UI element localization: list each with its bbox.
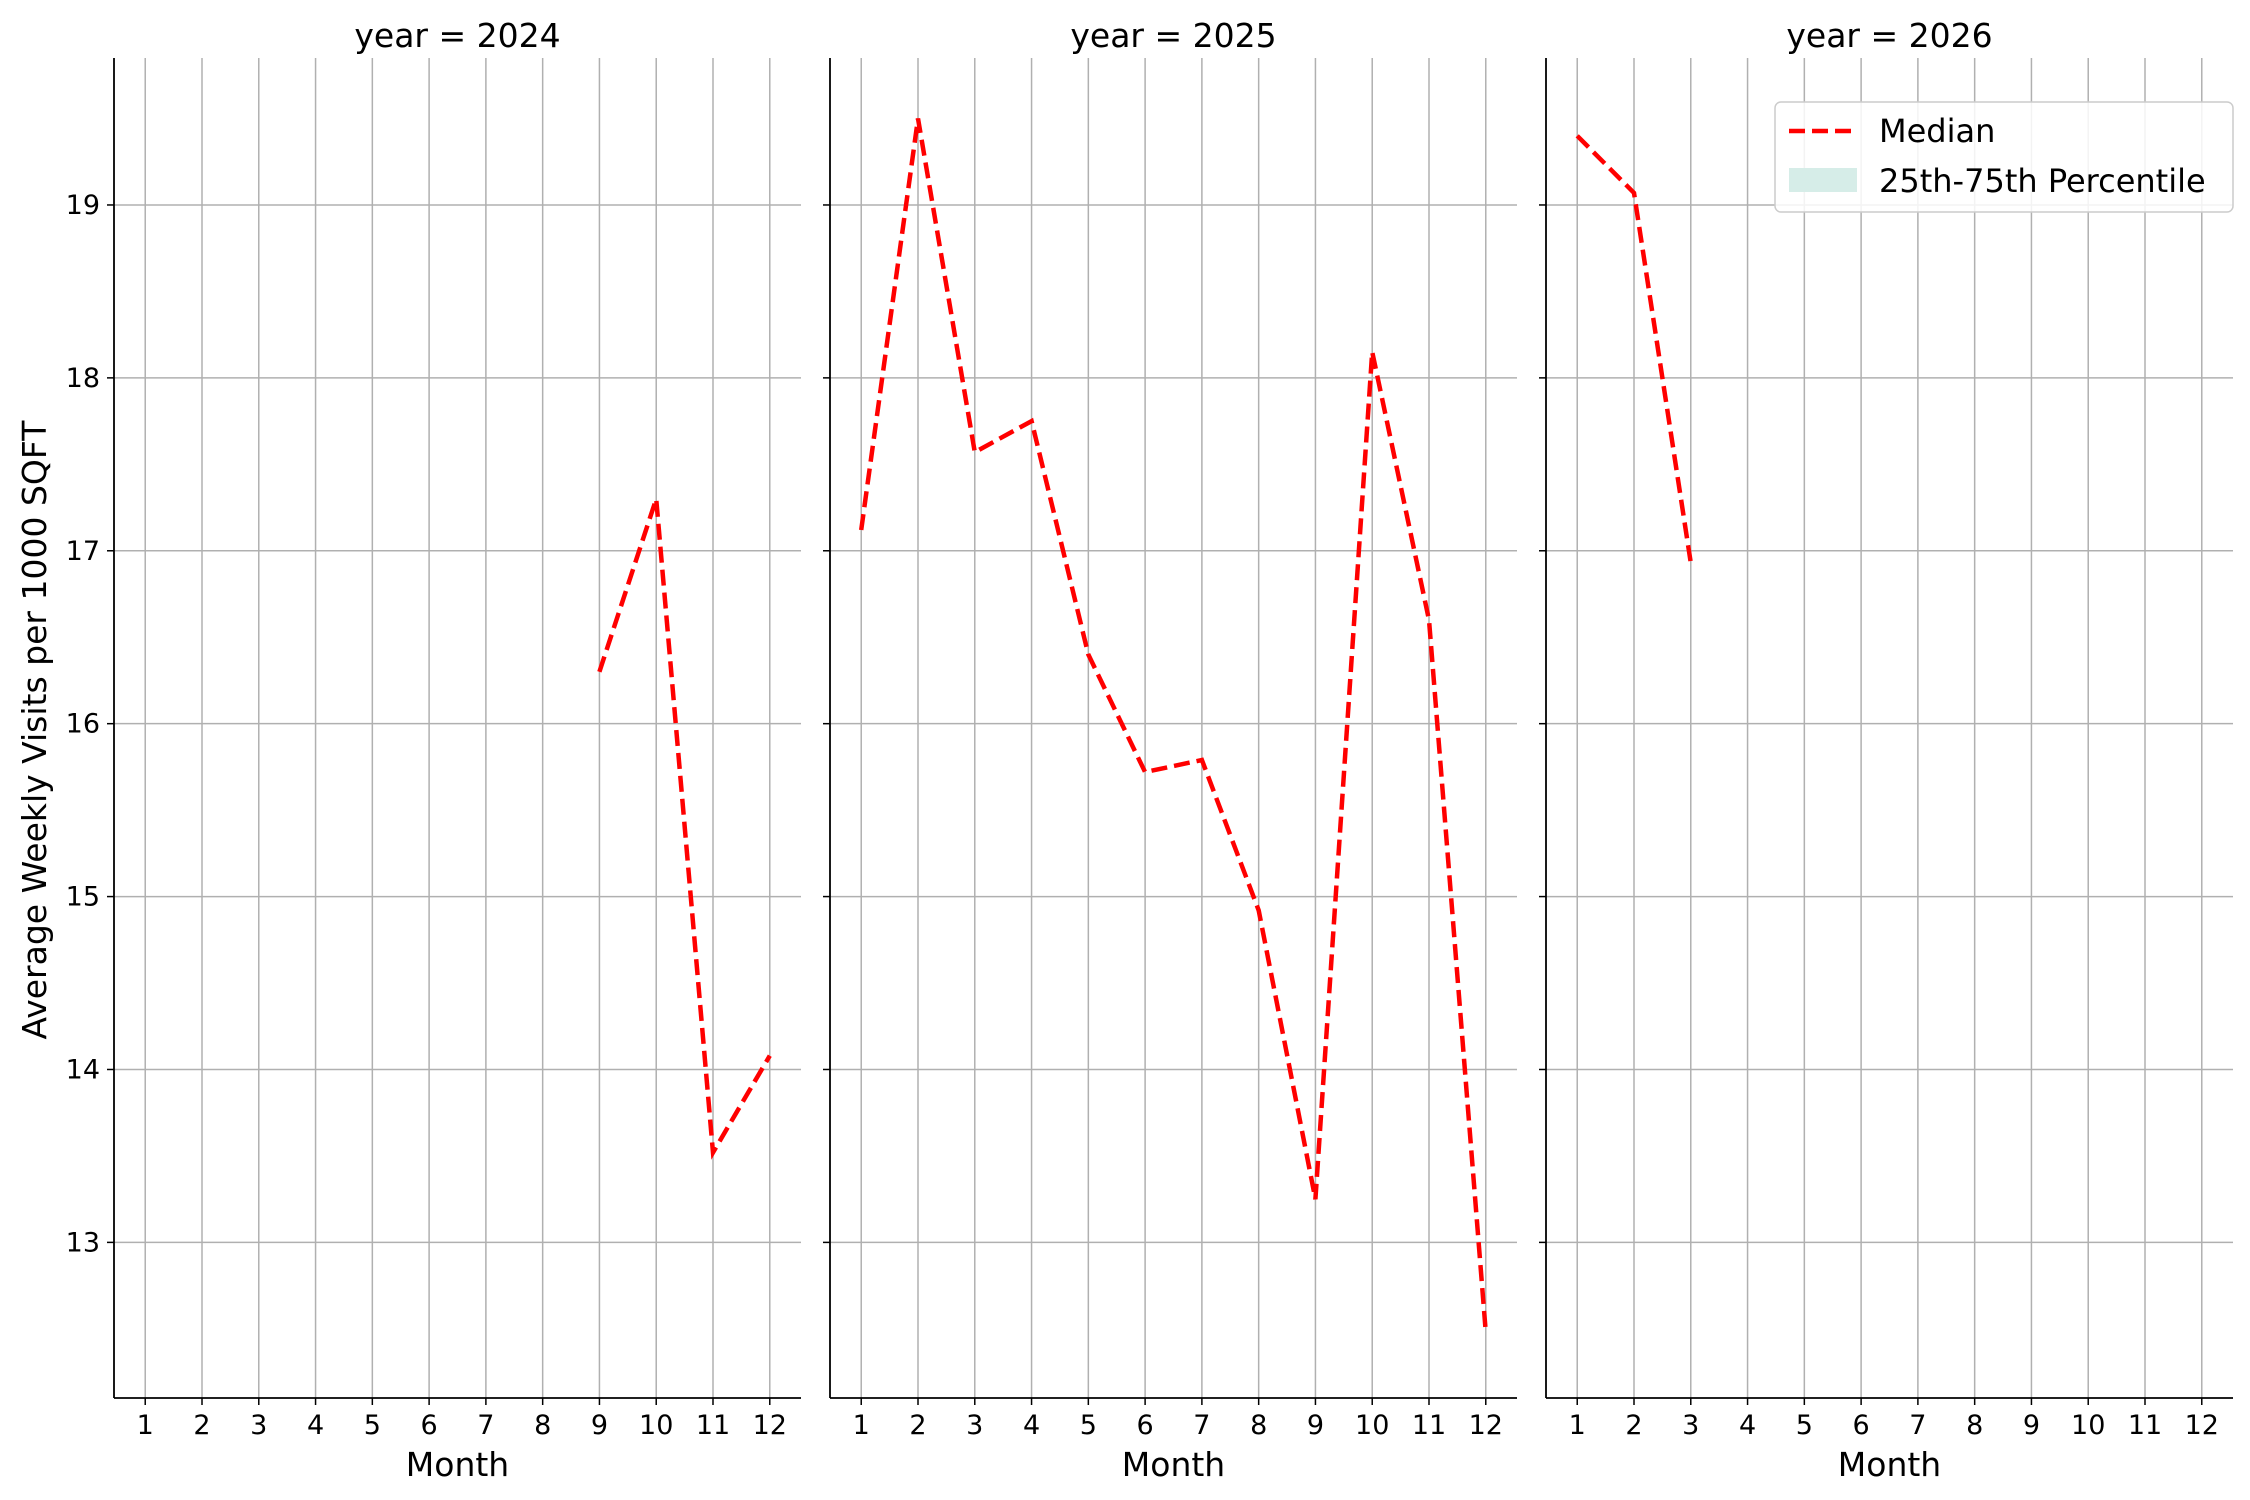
x-tick-label: 4	[1023, 1410, 1040, 1441]
y-tick-label: 15	[66, 882, 100, 913]
x-tick-label: 6	[421, 1410, 438, 1441]
x-tick-label: 1	[137, 1410, 154, 1441]
x-tick-label: 3	[250, 1410, 267, 1441]
y-tick-label: 16	[66, 709, 100, 740]
x-tick-label: 6	[1137, 1410, 1154, 1441]
x-tick-label: 12	[753, 1410, 787, 1441]
x-axis-label: Month	[1838, 1445, 1941, 1484]
median-line-2024	[597, 498, 772, 1160]
legend: Median 25th-75th Percentile	[1774, 101, 2234, 213]
facet-title: year = 2025	[1070, 16, 1276, 55]
x-tick-label: 8	[1250, 1410, 1267, 1441]
median-line-2025	[858, 118, 1489, 1333]
x-tick-label: 12	[2185, 1410, 2219, 1441]
median-line-2026	[1575, 134, 1694, 564]
x-axis-label: Month	[1122, 1445, 1225, 1484]
facet-title: year = 2026	[1786, 16, 1992, 55]
x-tick-label: 12	[1469, 1410, 1503, 1441]
x-tick-label: 3	[966, 1410, 983, 1441]
x-tick-label: 5	[364, 1410, 381, 1441]
x-tick-label: 6	[1853, 1410, 1870, 1441]
x-tick-label: 8	[534, 1410, 551, 1441]
x-tick-label: 3	[1682, 1410, 1699, 1441]
legend-percentile-swatch	[1789, 168, 1857, 192]
x-axis-label: Month	[406, 1445, 509, 1484]
x-tick-label: 1	[853, 1410, 870, 1441]
legend-percentile-label: 25th-75th Percentile	[1879, 162, 2206, 200]
x-tick-label: 9	[2023, 1410, 2040, 1441]
legend-box	[1774, 101, 2234, 213]
x-tick-label: 9	[1307, 1410, 1324, 1441]
y-tick-label: 13	[66, 1227, 100, 1258]
legend-median-label: Median	[1879, 112, 1995, 150]
x-tick-label: 5	[1080, 1410, 1097, 1441]
y-tick-label: 17	[66, 536, 100, 567]
facet-title: year = 2024	[354, 16, 560, 55]
x-tick-label: 7	[1909, 1410, 1926, 1441]
x-tick-label: 2	[909, 1410, 926, 1441]
x-tick-label: 7	[1193, 1410, 1210, 1441]
y-tick-label: 18	[66, 363, 100, 394]
x-tick-label: 11	[696, 1410, 730, 1441]
x-tick-label: 7	[477, 1410, 494, 1441]
x-tick-label: 2	[1625, 1410, 1642, 1441]
x-tick-label: 9	[591, 1410, 608, 1441]
x-tick-label: 11	[1412, 1410, 1446, 1441]
x-tick-label: 4	[1739, 1410, 1756, 1441]
x-tick-label: 11	[2128, 1410, 2162, 1441]
x-tick-label: 8	[1966, 1410, 1983, 1441]
x-tick-label: 10	[639, 1410, 673, 1441]
y-tick-label: 14	[66, 1054, 100, 1085]
x-tick-label: 10	[1355, 1410, 1389, 1441]
x-tick-label: 5	[1796, 1410, 1813, 1441]
x-tick-label: 10	[2071, 1410, 2105, 1441]
x-tick-label: 1	[1569, 1410, 1586, 1441]
y-tick-label: 19	[66, 190, 100, 221]
x-tick-label: 2	[193, 1410, 210, 1441]
x-tick-label: 4	[307, 1410, 324, 1441]
y-axis-label: Average Weekly Visits per 1000 SQFT	[15, 420, 54, 1040]
